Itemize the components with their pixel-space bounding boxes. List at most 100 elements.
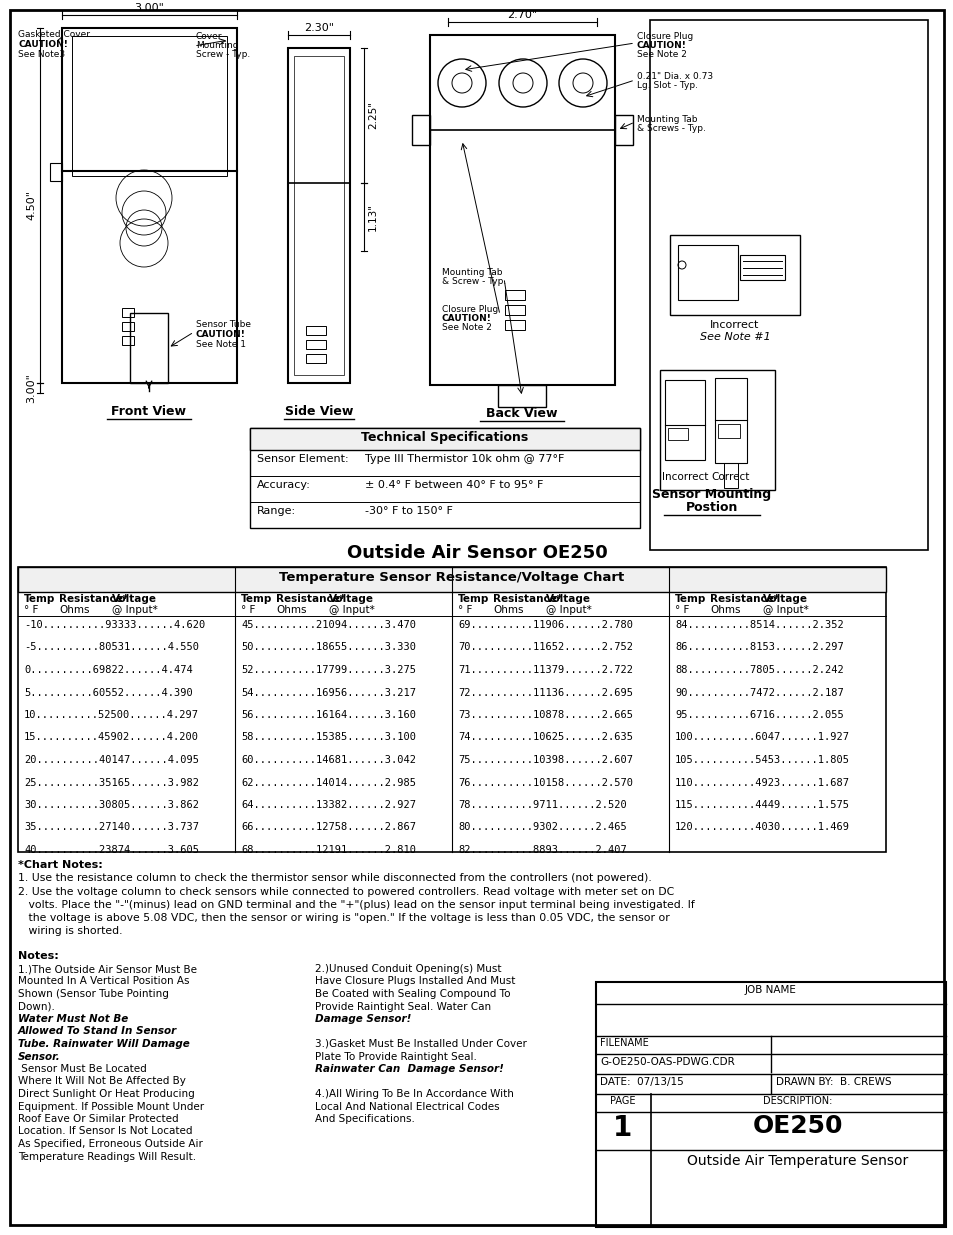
Text: 40..........23874......3.605: 40..........23874......3.605 [24, 845, 199, 855]
Text: DATE:  07/13/15: DATE: 07/13/15 [599, 1077, 683, 1087]
Text: 56..........16164......3.160: 56..........16164......3.160 [241, 710, 416, 720]
Bar [306, 354, 326, 363]
Text: See Note 2: See Note 2 [441, 324, 492, 332]
Text: Down).: Down). [18, 1002, 58, 1011]
Text: JOB NAME: JOB NAME [744, 986, 796, 995]
Bar [740, 254, 784, 280]
Bar [250, 429, 639, 529]
Text: 86..........8153......2.297: 86..........8153......2.297 [675, 642, 842, 652]
Text: 3.00": 3.00" [134, 2, 164, 14]
Text: CAUTION!: CAUTION! [441, 314, 492, 324]
Text: 1.13": 1.13" [368, 203, 377, 231]
Text: Tube. Rainwater Will Damage: Tube. Rainwater Will Damage [18, 1039, 190, 1049]
Text: Correct: Correct [711, 472, 749, 482]
Text: the voltage is above 5.08 VDC, then the sensor or wiring is "open." If the volta: the voltage is above 5.08 VDC, then the … [18, 913, 669, 923]
Text: Outside Air Sensor OE250: Outside Air Sensor OE250 [346, 543, 607, 562]
Text: -5..........80531......4.550: -5..........80531......4.550 [24, 642, 199, 652]
Text: Mounting: Mounting [195, 41, 238, 49]
Text: As Specified, Erroneous Outside Air: As Specified, Erroneous Outside Air [18, 1139, 203, 1149]
Text: Incorrect: Incorrect [661, 472, 707, 482]
Text: Closure Plug: Closure Plug [441, 305, 497, 314]
Text: Temp: Temp [457, 594, 489, 604]
Text: 70..........11652......2.752: 70..........11652......2.752 [457, 642, 633, 652]
Text: 71..........11379......2.722: 71..........11379......2.722 [457, 664, 633, 676]
Text: ° F: ° F [457, 605, 472, 615]
Text: @ Input*: @ Input* [545, 605, 591, 615]
Text: 2.)Unused Conduit Opening(s) Must: 2.)Unused Conduit Opening(s) Must [314, 965, 501, 974]
Bar [596, 982, 945, 1228]
Text: Water Must Not Be: Water Must Not Be [18, 1014, 128, 1024]
Text: Voltage: Voltage [545, 594, 590, 604]
Text: Sensor Element:: Sensor Element: [256, 454, 348, 464]
Text: Plate To Provide Raintight Seal.: Plate To Provide Raintight Seal. [314, 1051, 476, 1062]
Text: Mounting Tab: Mounting Tab [637, 115, 697, 124]
Text: 1: 1 [613, 1114, 632, 1142]
Text: Temp: Temp [24, 594, 55, 604]
Text: @ Input*: @ Input* [762, 605, 808, 615]
Text: Notes:: Notes: [18, 951, 59, 961]
Text: See Note 2: See Note 2 [637, 49, 686, 59]
Bar [294, 56, 344, 375]
Text: Sensor Mounting: Sensor Mounting [652, 488, 771, 501]
Text: Rainwater Can  Damage Sensor!: Rainwater Can Damage Sensor! [314, 1065, 503, 1074]
Text: 84..........8514......2.352: 84..........8514......2.352 [675, 620, 842, 630]
Text: 0..........69822......4.474: 0..........69822......4.474 [24, 664, 193, 676]
Bar [667, 429, 687, 440]
Text: 72..........11136......2.695: 72..........11136......2.695 [457, 688, 633, 698]
Text: 50..........18655......3.330: 50..........18655......3.330 [241, 642, 416, 652]
Text: 15..........45902......4.200: 15..........45902......4.200 [24, 732, 199, 742]
Text: Side View: Side View [285, 405, 353, 417]
Bar [250, 429, 639, 450]
Text: ° F: ° F [675, 605, 689, 615]
Text: 74..........10625......2.635: 74..........10625......2.635 [457, 732, 633, 742]
Text: 1. Use the resistance column to check the thermistor sensor while disconnected f: 1. Use the resistance column to check th… [18, 873, 651, 883]
Text: 60..........14681......3.042: 60..........14681......3.042 [241, 755, 416, 764]
Text: 62..........14014......2.985: 62..........14014......2.985 [241, 778, 416, 788]
Text: G-OE250-OAS-PDWG.CDR: G-OE250-OAS-PDWG.CDR [599, 1057, 734, 1067]
Bar [288, 48, 350, 383]
Bar [659, 370, 774, 490]
Text: See Note 1: See Note 1 [195, 340, 246, 350]
Text: PAGE: PAGE [610, 1095, 635, 1107]
Bar [718, 424, 740, 438]
Text: CAUTION!: CAUTION! [18, 40, 68, 49]
Text: 64..........13382......2.927: 64..........13382......2.927 [241, 800, 416, 810]
Text: 1.)The Outside Air Sensor Must Be: 1.)The Outside Air Sensor Must Be [18, 965, 196, 974]
Text: 52..........17799......3.275: 52..........17799......3.275 [241, 664, 416, 676]
Bar [497, 385, 545, 408]
Text: Damage Sensor!: Damage Sensor! [314, 1014, 411, 1024]
Text: 78..........9711......2.520: 78..........9711......2.520 [457, 800, 626, 810]
Bar [714, 378, 746, 463]
Text: Allowed To Stand In Sensor: Allowed To Stand In Sensor [18, 1026, 177, 1036]
Text: @ Input*: @ Input* [112, 605, 157, 615]
Text: 45..........21094......3.470: 45..........21094......3.470 [241, 620, 416, 630]
Text: Direct Sunlight Or Heat Producing: Direct Sunlight Or Heat Producing [18, 1089, 194, 1099]
Text: Temp: Temp [675, 594, 705, 604]
Text: volts. Place the "-"(minus) lead on GND terminal and the "+"(plus) lead on the s: volts. Place the "-"(minus) lead on GND … [18, 900, 694, 910]
Text: Have Closure Plugs Installed And Must: Have Closure Plugs Installed And Must [314, 977, 515, 987]
Text: 4.50": 4.50" [26, 190, 36, 220]
Text: Where It Will Not Be Affected By: Where It Will Not Be Affected By [18, 1077, 186, 1087]
Text: Mounted In A Vertical Position As: Mounted In A Vertical Position As [18, 977, 190, 987]
Text: Equipment. If Possible Mount Under: Equipment. If Possible Mount Under [18, 1102, 204, 1112]
Text: Gasketed Cover: Gasketed Cover [18, 30, 90, 40]
Text: Shown (Sensor Tube Pointing: Shown (Sensor Tube Pointing [18, 989, 169, 999]
Text: DRAWN BY:  B. CREWS: DRAWN BY: B. CREWS [775, 1077, 891, 1087]
Bar [122, 336, 133, 345]
Text: *Chart Notes:: *Chart Notes: [18, 860, 103, 869]
Text: Temperature Readings Will Result.: Temperature Readings Will Result. [18, 1151, 196, 1161]
Text: Postion: Postion [685, 501, 738, 514]
Text: Voltage: Voltage [112, 594, 157, 604]
Text: 25..........35165......3.982: 25..........35165......3.982 [24, 778, 199, 788]
Bar [18, 567, 885, 852]
Text: 2.70": 2.70" [506, 10, 537, 20]
Text: 75..........10398......2.607: 75..........10398......2.607 [457, 755, 633, 764]
Bar [504, 320, 524, 330]
Text: 58..........15385......3.100: 58..........15385......3.100 [241, 732, 416, 742]
Text: 0.21" Dia. x 0.73: 0.21" Dia. x 0.73 [637, 72, 713, 82]
Text: & Screw - Typ.: & Screw - Typ. [441, 277, 506, 287]
Text: Type III Thermistor 10k ohm @ 77°F: Type III Thermistor 10k ohm @ 77°F [365, 454, 564, 464]
Text: 3.00": 3.00" [26, 373, 36, 403]
Text: -10..........93333......4.620: -10..........93333......4.620 [24, 620, 205, 630]
Text: Be Coated with Sealing Compound To: Be Coated with Sealing Compound To [314, 989, 510, 999]
